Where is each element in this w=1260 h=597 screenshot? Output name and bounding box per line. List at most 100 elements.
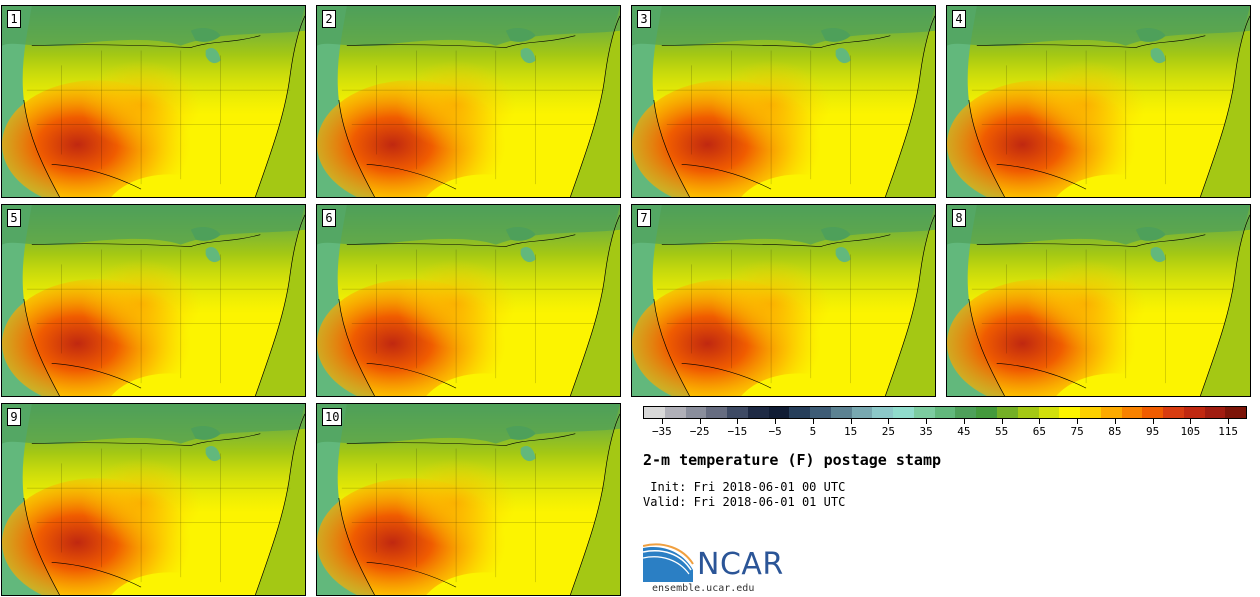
- colorbar-segment: [1142, 407, 1164, 418]
- member-number-label: 9: [7, 408, 21, 426]
- init-time: Init: Fri 2018-06-01 00 UTC: [643, 480, 846, 494]
- valid-time: Valid: Fri 2018-06-01 01 UTC: [643, 495, 846, 509]
- colorbar-segment: [1225, 407, 1247, 418]
- temperature-map: [947, 6, 1250, 197]
- colorbar-tick: [1152, 419, 1154, 424]
- colorbar-tick-label: −15: [727, 425, 748, 438]
- colorbar-ticks: −35 −25 −15 −5 5 15 25 35 45 55 65 75 85 95 105 115: [643, 419, 1247, 439]
- colorbar-tick: [1077, 419, 1079, 424]
- temperature-map: [632, 205, 935, 396]
- colorbar-tick-label: 95: [1146, 425, 1160, 438]
- map-panel-7[interactable]: 7: [631, 204, 936, 397]
- colorbar-tick: [1039, 419, 1041, 424]
- colorbar-tick: [926, 419, 928, 424]
- colorbar-segment: [851, 407, 873, 418]
- temperature-map: [632, 6, 935, 197]
- run-info: Init: Fri 2018-06-01 00 UTC Valid: Fri 20…: [643, 480, 845, 510]
- temperature-colorbar: [643, 406, 1247, 419]
- colorbar-tick-label: 15: [844, 425, 858, 438]
- map-panel-3[interactable]: 3: [631, 5, 936, 198]
- colorbar-tick-label: 65: [1032, 425, 1046, 438]
- colorbar-tick: [1190, 419, 1192, 424]
- colorbar-segment: [913, 407, 935, 418]
- colorbar-tick: [1228, 419, 1230, 424]
- ncar-logo[interactable]: NCAR: [642, 540, 793, 590]
- ncar-swoosh-icon: [642, 543, 694, 582]
- colorbar-tick-label: −35: [651, 425, 672, 438]
- colorbar-tick: [1001, 419, 1003, 424]
- member-number-label: 1: [7, 10, 21, 28]
- map-panel-5[interactable]: 5: [1, 204, 306, 397]
- colorbar-tick-label: 55: [995, 425, 1009, 438]
- map-panel-9[interactable]: 9: [1, 403, 306, 596]
- colorbar-segment: [789, 407, 811, 418]
- colorbar-tick: [775, 419, 777, 424]
- member-number-label: 8: [952, 209, 966, 227]
- colorbar-tick: [1114, 419, 1116, 424]
- temperature-map: [317, 6, 620, 197]
- member-number-label: 6: [322, 209, 336, 227]
- colorbar-tick: [888, 419, 890, 424]
- colorbar-tick-label: −25: [689, 425, 710, 438]
- colorbar-tick-label: 85: [1108, 425, 1122, 438]
- colorbar-segment: [830, 407, 852, 418]
- ncar-wordmark: NCAR: [697, 547, 784, 582]
- colorbar-tick: [963, 419, 965, 424]
- colorbar-segment: [1100, 407, 1122, 418]
- colorbar-segment: [644, 407, 665, 418]
- colorbar-segment: [1183, 407, 1205, 418]
- member-number-label: 2: [322, 10, 336, 28]
- colorbar-segment: [893, 407, 914, 418]
- member-number-label: 4: [952, 10, 966, 28]
- figure-title: 2-m temperature (F) postage stamp: [643, 451, 942, 469]
- colorbar-tick-label: 75: [1070, 425, 1084, 438]
- colorbar-segment: [727, 407, 748, 418]
- temperature-map: [317, 404, 620, 595]
- member-number-label: 7: [637, 209, 651, 227]
- colorbar-tick-label: 5: [809, 425, 817, 438]
- colorbar-tick-label: 45: [957, 425, 971, 438]
- colorbar-segment: [706, 407, 728, 418]
- ensemble-url[interactable]: ensemble.ucar.edu: [652, 583, 755, 594]
- temperature-map: [2, 404, 305, 595]
- colorbar-segment: [1080, 407, 1101, 418]
- map-panel-1[interactable]: 1: [1, 5, 306, 198]
- colorbar-segment: [1163, 407, 1184, 418]
- colorbar-segment: [1038, 407, 1060, 418]
- colorbar-tick: [737, 419, 739, 424]
- colorbar-segment: [685, 407, 707, 418]
- colorbar-segment: [1059, 407, 1081, 418]
- colorbar-tick-label: 105: [1180, 425, 1201, 438]
- colorbar-tick: [850, 419, 852, 424]
- colorbar-segment: [872, 407, 894, 418]
- colorbar-segment: [1121, 407, 1143, 418]
- map-panel-10[interactable]: 10: [316, 403, 621, 596]
- colorbar-tick-label: −5: [768, 425, 782, 438]
- colorbar-segment: [976, 407, 998, 418]
- member-number-label: 3: [637, 10, 651, 28]
- map-panel-8[interactable]: 8: [946, 204, 1251, 397]
- colorbar-segment: [768, 407, 790, 418]
- colorbar-tick-label: 115: [1218, 425, 1239, 438]
- colorbar-segment: [1017, 407, 1039, 418]
- temperature-map: [947, 205, 1250, 396]
- colorbar-tick: [812, 419, 814, 424]
- colorbar-tick-label: 35: [919, 425, 933, 438]
- member-number-label: 5: [7, 209, 21, 227]
- temperature-map: [2, 6, 305, 197]
- temperature-map: [317, 205, 620, 396]
- colorbar-segment: [1204, 407, 1226, 418]
- colorbar-tick: [661, 419, 663, 424]
- colorbar-segment: [810, 407, 831, 418]
- map-panel-2[interactable]: 2: [316, 5, 621, 198]
- temperature-map: [2, 205, 305, 396]
- map-panel-6[interactable]: 6: [316, 204, 621, 397]
- colorbar-segment: [747, 407, 769, 418]
- colorbar-tick: [699, 419, 701, 424]
- member-number-label: 10: [322, 408, 343, 426]
- map-panel-4[interactable]: 4: [946, 5, 1251, 198]
- colorbar-segment: [934, 407, 956, 418]
- colorbar-segment: [955, 407, 977, 418]
- colorbar-tick-label: 25: [881, 425, 895, 438]
- colorbar-segment: [997, 407, 1018, 418]
